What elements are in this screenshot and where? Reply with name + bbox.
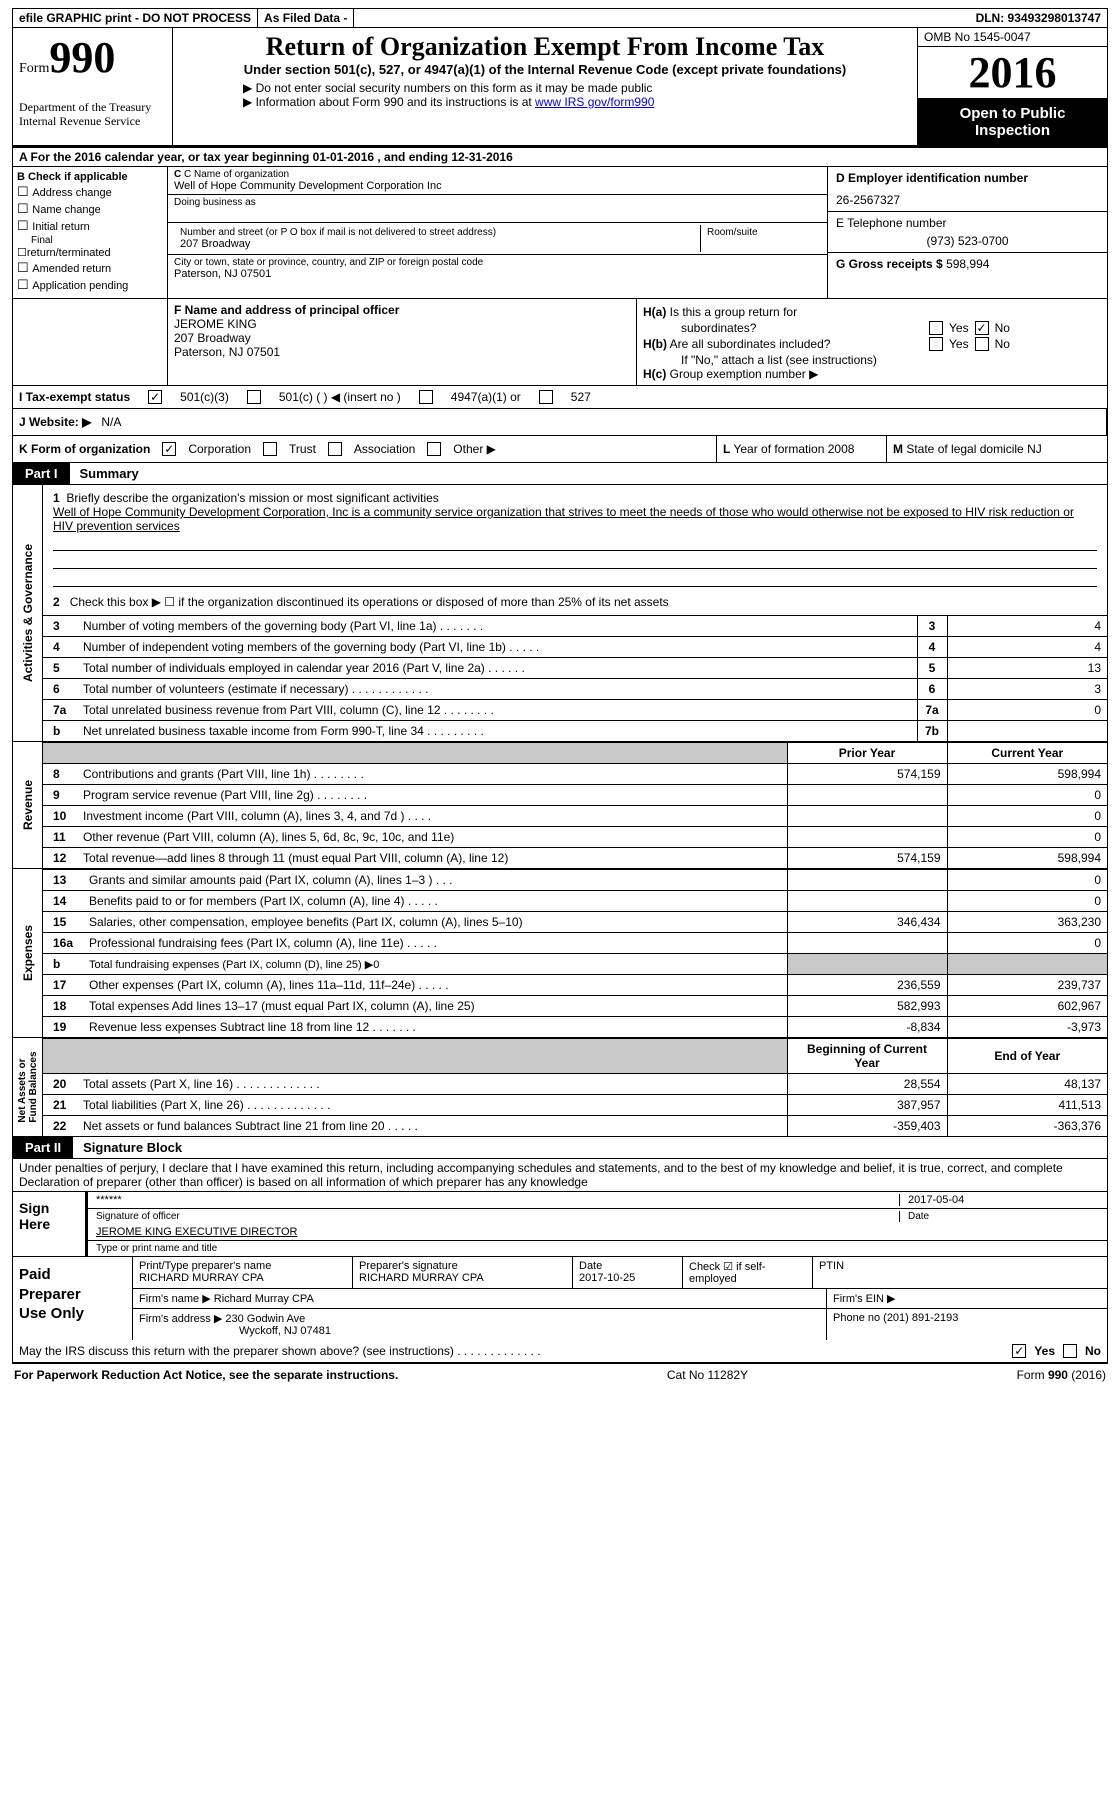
- row-klm: K Form of organization ✓Corporation Trus…: [12, 436, 1108, 463]
- phone: (973) 523-0700: [836, 234, 1099, 248]
- section-bcd: B Check if applicable Address change Nam…: [12, 167, 1108, 299]
- chk-name-change[interactable]: Name change: [17, 201, 163, 217]
- revenue-section: Revenue Prior YearCurrent Year 8Contribu…: [12, 742, 1108, 869]
- irs-no[interactable]: [1063, 1344, 1077, 1358]
- col-b: B Check if applicable Address change Nam…: [13, 167, 168, 298]
- top-row: efile GRAPHIC print - DO NOT PROCESS As …: [12, 8, 1108, 28]
- sign-here-label: SignHere: [13, 1192, 88, 1256]
- open-to-public: Open to Public Inspection: [918, 99, 1107, 145]
- firm-phone: Phone no (201) 891-2193: [827, 1309, 1107, 1340]
- row-i: I Tax-exempt status ✓501(c)(3) 501(c) ( …: [12, 386, 1108, 409]
- gross-receipts: 598,994: [946, 257, 989, 271]
- ein: 26-2567327: [836, 193, 1099, 207]
- perjury-statement: Under penalties of perjury, I declare th…: [12, 1159, 1108, 1191]
- form-title: Return of Organization Exempt From Incom…: [183, 32, 907, 62]
- row-a: A For the 2016 calendar year, or tax yea…: [12, 148, 1108, 167]
- org-city: Paterson, NJ 07501: [174, 268, 821, 280]
- as-filed: As Filed Data -: [258, 9, 354, 27]
- firm-name: Richard Murray CPA: [214, 1293, 314, 1305]
- org-street: 207 Broadway: [180, 238, 694, 250]
- irs-yes[interactable]: ✓: [1012, 1344, 1026, 1358]
- tax-year: 2016: [918, 47, 1107, 99]
- website: N/A: [101, 415, 121, 429]
- hb-no[interactable]: [975, 337, 989, 351]
- chk-501c3[interactable]: ✓: [148, 390, 162, 404]
- dln: DLN: 93493298013747: [970, 9, 1107, 27]
- col-d: D Employer identification number26-25673…: [827, 167, 1107, 298]
- part1-header: Part ISummary: [12, 463, 1108, 485]
- paid-preparer-label: PaidPreparerUse Only: [13, 1257, 133, 1340]
- ha-no[interactable]: ✓: [975, 321, 989, 335]
- chk-amended[interactable]: Amended return: [17, 260, 163, 276]
- mission-text: Well of Hope Community Development Corpo…: [53, 505, 1097, 533]
- officer-signature: JEROME KING EXECUTIVE DIRECTOR: [96, 1226, 1099, 1238]
- org-name: Well of Hope Community Development Corpo…: [174, 180, 821, 192]
- governance-table: 3Number of voting members of the governi…: [43, 615, 1107, 741]
- form-subtitle: Under section 501(c), 527, or 4947(a)(1)…: [183, 62, 907, 77]
- chk-initial-return[interactable]: Initial return: [17, 218, 163, 234]
- irs-discuss-row: May the IRS discuss this return with the…: [12, 1340, 1108, 1363]
- instruction-2: ▶ Information about Form 990 and its ins…: [243, 95, 907, 109]
- ha-yes[interactable]: [929, 321, 943, 335]
- footer: For Paperwork Reduction Act Notice, see …: [12, 1363, 1108, 1386]
- form-990-label: Form990: [19, 32, 166, 83]
- net-assets-section: Net Assets orFund Balances Beginning of …: [12, 1038, 1108, 1137]
- preparer-name: RICHARD MURRAY CPA: [139, 1272, 346, 1284]
- treasury-dept: Department of the TreasuryInternal Reven…: [19, 101, 166, 129]
- irs-link[interactable]: www IRS gov/form990: [535, 95, 654, 109]
- efile-notice: efile GRAPHIC print - DO NOT PROCESS: [13, 9, 258, 27]
- section-fh: F Name and address of principal officer …: [12, 299, 1108, 386]
- part2-header: Part IISignature Block: [12, 1137, 1108, 1159]
- col-c: C C Name of organizationWell of Hope Com…: [168, 167, 827, 298]
- chk-address-change[interactable]: Address change: [17, 184, 163, 200]
- omb-number: OMB No 1545-0047: [918, 28, 1107, 47]
- chk-pending[interactable]: Application pending: [17, 277, 163, 293]
- officer-name: JEROME KING: [174, 317, 630, 331]
- hb-yes[interactable]: [929, 337, 943, 351]
- row-j: J Website: ▶ N/A: [12, 409, 1108, 436]
- form-header: Form990 Department of the TreasuryIntern…: [12, 28, 1108, 148]
- instruction-1: ▶ Do not enter social security numbers o…: [243, 81, 907, 95]
- expenses-section: Expenses 13Grants and similar amounts pa…: [12, 869, 1108, 1038]
- activities-governance: Activities & Governance 1 Briefly descri…: [12, 485, 1108, 742]
